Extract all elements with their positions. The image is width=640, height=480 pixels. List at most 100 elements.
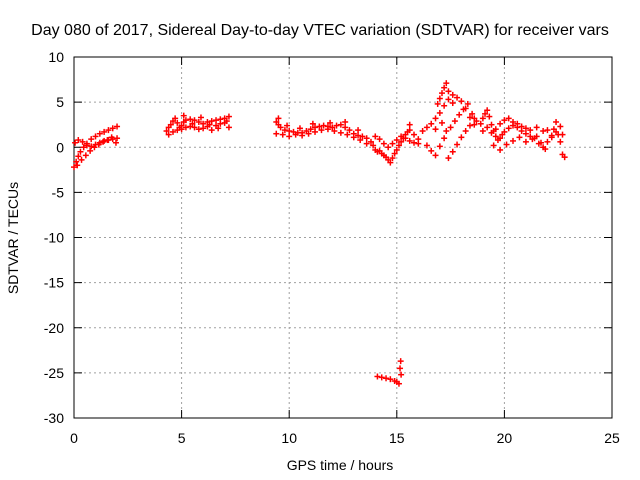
data-point-0-247 <box>540 128 547 135</box>
data-point-0-145 <box>398 133 405 140</box>
data-point-0-186 <box>438 119 445 126</box>
data-point-0-58 <box>182 124 189 131</box>
data-point-0-181 <box>458 98 465 105</box>
data-point-0-228 <box>510 137 517 144</box>
data-point-0-116 <box>296 125 303 132</box>
data-point-0-138 <box>406 127 413 134</box>
data-point-0-188 <box>447 124 454 131</box>
data-point-0-180 <box>454 94 461 101</box>
data-point-0-229 <box>516 134 523 141</box>
data-point-0-191 <box>460 106 467 113</box>
data-point-0-44 <box>187 116 194 123</box>
data-point-0-195 <box>477 120 484 127</box>
data-point-0-167 <box>449 148 456 155</box>
data-point-0-4 <box>80 144 87 151</box>
data-point-0-54 <box>165 131 172 138</box>
data-point-0-73 <box>215 125 222 132</box>
data-point-0-34 <box>163 128 170 135</box>
data-point-0-110 <box>344 131 351 138</box>
data-point-0-190 <box>456 111 463 118</box>
data-point-0-115 <box>284 122 291 129</box>
data-point-0-90 <box>333 122 340 129</box>
data-point-0-144 <box>393 137 400 144</box>
data-point-0-198 <box>484 107 491 114</box>
y-tick-label--5: -5 <box>52 184 65 200</box>
data-point-0-238 <box>544 138 551 145</box>
data-point-0-46 <box>195 118 202 125</box>
data-point-0-117 <box>309 120 316 127</box>
data-point-0-24 <box>74 162 81 169</box>
data-point-0-57 <box>178 126 185 133</box>
data-point-0-17 <box>88 143 95 150</box>
data-point-0-91 <box>337 121 344 128</box>
data-point-0-99 <box>273 130 280 137</box>
data-point-0-16 <box>83 142 90 149</box>
data-point-0-8 <box>96 130 103 137</box>
y-tick-label--10: -10 <box>44 230 64 246</box>
data-point-0-211 <box>522 130 529 137</box>
data-point-0-49 <box>208 118 215 125</box>
data-point-0-178 <box>445 88 452 95</box>
data-point-0-120 <box>355 127 362 134</box>
data-point-0-105 <box>312 128 319 135</box>
data-point-0-253 <box>374 373 381 380</box>
data-point-0-142 <box>385 144 392 151</box>
data-point-0-112 <box>357 137 364 144</box>
data-point-0-79 <box>286 128 293 135</box>
data-point-0-102 <box>292 131 299 138</box>
data-point-0-245 <box>561 154 568 161</box>
data-point-0-87 <box>320 122 327 129</box>
data-point-0-255 <box>383 375 390 382</box>
axis-layer <box>73 56 613 419</box>
data-point-0-32 <box>108 134 115 141</box>
data-point-0-196 <box>479 115 486 122</box>
data-point-0-100 <box>279 131 286 138</box>
data-point-0-20 <box>101 137 108 144</box>
data-point-0-3 <box>77 148 84 155</box>
data-point-0-189 <box>451 118 458 125</box>
data-point-0-151 <box>411 131 418 138</box>
data-point-0-27 <box>87 147 94 154</box>
data-point-0-131 <box>391 150 398 157</box>
data-point-0-141 <box>380 140 387 147</box>
data-point-0-162 <box>428 147 435 154</box>
data-point-0-6 <box>88 136 95 143</box>
data-point-0-53 <box>225 113 232 120</box>
data-point-0-11 <box>109 125 116 132</box>
data-point-0-225 <box>490 142 497 149</box>
data-point-0-96 <box>359 133 366 140</box>
data-point-0-173 <box>434 100 441 107</box>
data-point-0-158 <box>441 102 448 109</box>
data-point-0-60 <box>191 124 198 131</box>
data-point-0-235 <box>531 135 538 142</box>
data-point-0-184 <box>471 121 478 128</box>
data-point-0-227 <box>503 141 510 148</box>
data-point-0-28 <box>91 144 98 151</box>
y-tick-label--20: -20 <box>44 320 64 336</box>
data-point-0-64 <box>208 127 215 134</box>
x-tick-label-5: 5 <box>178 430 186 446</box>
data-point-0-206 <box>501 128 508 135</box>
data-point-0-160 <box>449 91 456 98</box>
data-point-0-199 <box>486 113 493 120</box>
tick-label-layer: 0 5 10 15 20 25 10 5 0 -5 -10 -15 -20 -25 -30 <box>44 49 620 446</box>
data-point-0-71 <box>197 114 204 121</box>
data-point-0-250 <box>553 128 560 135</box>
data-point-0-241 <box>553 118 560 125</box>
y-axis-label: SDTVAR / TECUs <box>5 182 21 294</box>
data-point-0-254 <box>378 374 385 381</box>
data-point-0-38 <box>172 115 179 122</box>
data-point-0-260 <box>397 365 404 372</box>
data-point-0-217 <box>497 120 504 127</box>
data-point-0-200 <box>488 121 495 128</box>
data-point-0-84 <box>307 126 314 133</box>
data-point-0-26 <box>82 152 89 159</box>
data-point-0-36 <box>167 121 174 128</box>
data-point-0-185 <box>432 126 439 133</box>
data-point-0-43 <box>182 117 189 124</box>
data-point-0-103 <box>299 132 306 139</box>
data-point-0-104 <box>305 130 312 137</box>
data-point-0-237 <box>540 144 547 151</box>
data-point-0-77 <box>277 124 284 131</box>
x-tick-label-0: 0 <box>70 430 78 446</box>
